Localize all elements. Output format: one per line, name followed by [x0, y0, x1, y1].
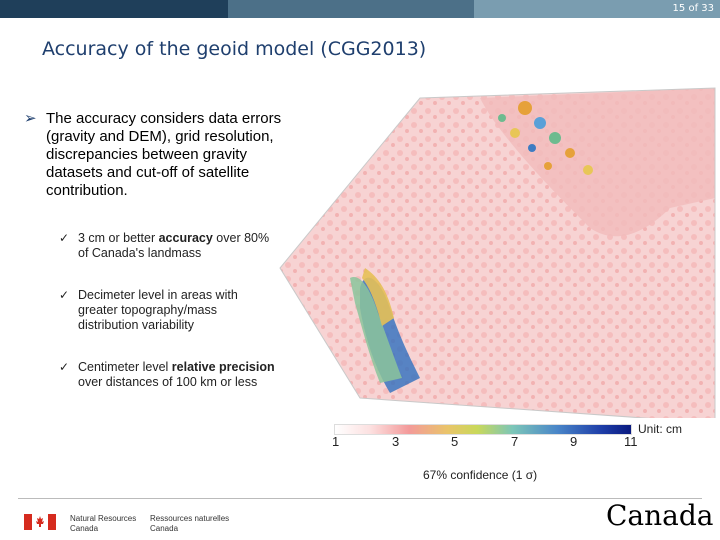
scale-unit-label: Unit: cm [638, 422, 683, 436]
scale-tick-label: 7 [511, 434, 519, 449]
footer-divider [18, 498, 702, 499]
sub-bullet-text: 3 cm or better [78, 231, 159, 245]
sub-bullet-text: over distances of 100 km or less [78, 375, 258, 389]
scale-tick-label: 5 [451, 434, 459, 449]
sub-bullet-bold: relative precision [171, 360, 275, 374]
canada-flag-icon [24, 514, 56, 530]
scale-tick-label: 9 [570, 434, 578, 449]
sub-bullet-text: Decimeter level in areas with greater to… [78, 288, 238, 332]
main-bullet: ➢ The accuracy considers data errors (gr… [24, 110, 296, 200]
scale-tick-label: 3 [392, 434, 400, 449]
header-bar [0, 0, 720, 18]
main-bullet-text: The accuracy considers data errors (grav… [46, 110, 282, 199]
department-name-line: Canada [150, 524, 179, 533]
department-name-en: Natural Resources Canada [70, 514, 136, 534]
sub-bullet-accuracy: ✓ 3 cm or better accuracy over 80% of Ca… [59, 231, 278, 261]
checkmark-icon: ✓ [59, 288, 70, 302]
sub-bullet-bold: accuracy [158, 231, 213, 245]
scale-tick-label: 1 [332, 434, 340, 449]
page-number: 15 of 33 [672, 3, 714, 14]
department-name-line: Natural Resources [70, 514, 137, 523]
header-bar-segment-light [474, 0, 720, 18]
department-name-fr: Ressources naturelles Canada [150, 514, 229, 534]
sub-bullet-decimeter: ✓ Decimeter level in areas with greater … [59, 288, 278, 333]
scale-tick-label: 11 [624, 434, 638, 449]
sub-bullet-centimeter: ✓ Centimeter level relative precision ov… [59, 360, 278, 390]
header-bar-segment-mid [228, 0, 474, 18]
confidence-label: 67% confidence (1 σ) [423, 468, 538, 482]
department-name-line: Ressources naturelles [150, 514, 230, 523]
slide-title: Accuracy of the geoid model (CGG2013) [42, 38, 427, 60]
arrow-bullet-icon: ➢ [24, 110, 37, 127]
checkmark-icon: ✓ [59, 360, 70, 374]
sub-bullet-text: over 80% of Canada's landmass [78, 231, 270, 260]
sub-bullet-text: Centimeter level [78, 360, 172, 374]
color-scale-bar [334, 424, 632, 435]
checkmark-icon: ✓ [59, 231, 70, 245]
header-bar-segment-dark [0, 0, 228, 18]
canada-wordmark-logo: Canada [606, 499, 714, 532]
department-name-line: Canada [70, 524, 99, 533]
geoid-accuracy-map [279, 87, 716, 418]
